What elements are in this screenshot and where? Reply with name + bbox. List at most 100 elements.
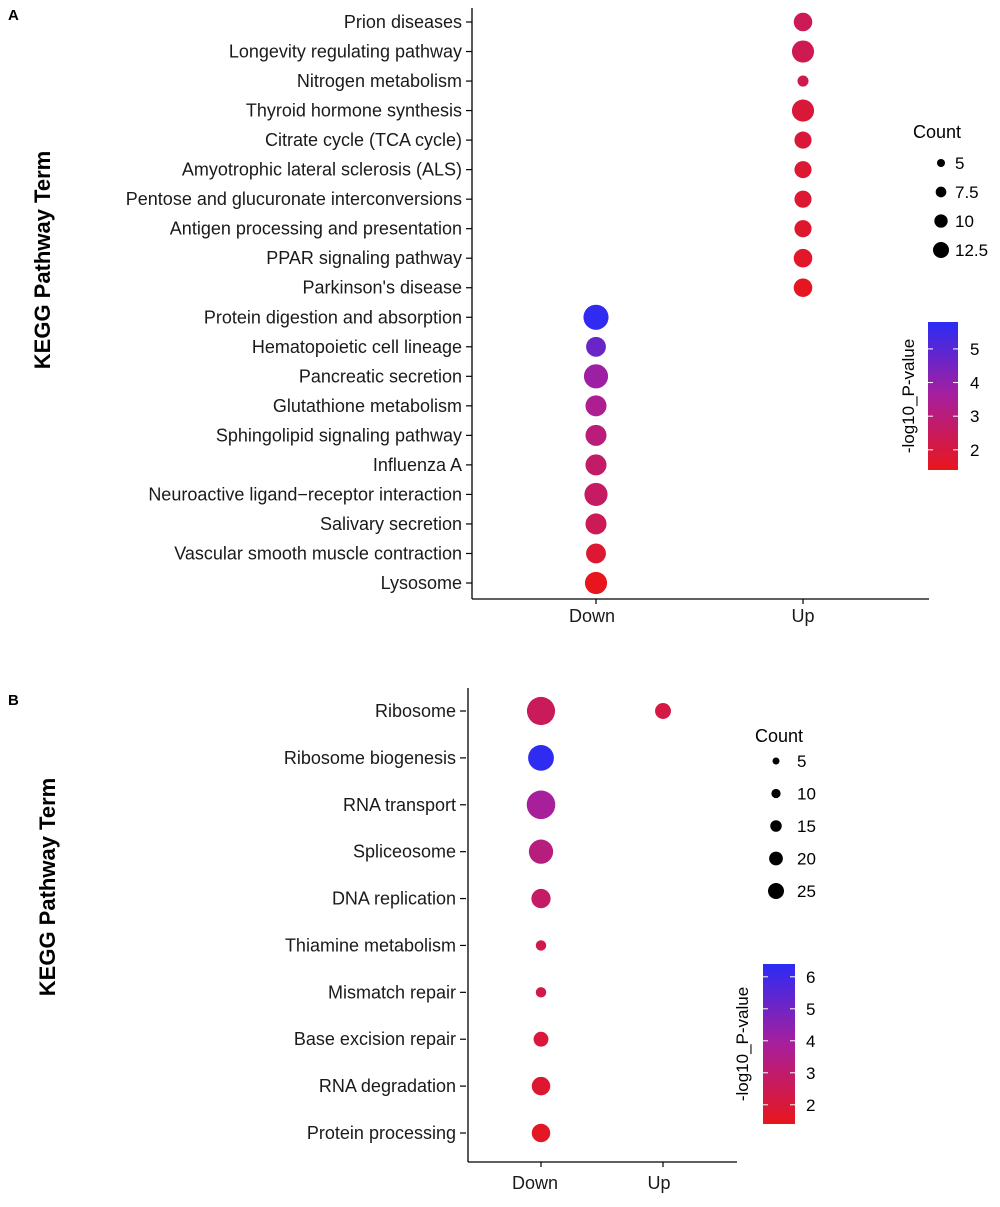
panel-b-size-legend-label: 15 (797, 817, 816, 836)
panel-b-size-legend-dot (771, 788, 781, 799)
panel-b-y-tick-ribosome: Ribosome (375, 701, 456, 721)
panel-b-point-mismatch-repair-down (535, 987, 547, 998)
panel-a-point-glutathione-metabolism-down (585, 395, 607, 417)
panel-a-y-tick-nitrogen-metabolism: Nitrogen metabolism (297, 71, 462, 91)
panel-a-y-tick-hematopoietic-cell-lineage: Hematopoietic cell lineage (252, 337, 462, 357)
panel-b-point-rna-degradation-down (531, 1076, 551, 1096)
panel-b-size-legend-title: Count (755, 726, 803, 746)
panel-b-y-tick-ribosome-biogenesis: Ribosome biogenesis (284, 748, 456, 768)
panel-a-y-tick-salivary-secretion: Salivary secretion (320, 514, 462, 534)
panel-a-y-tick-citrate-cycle-tca-cycle: Citrate cycle (TCA cycle) (265, 130, 462, 150)
panel-b-color-legend-label: 6 (806, 968, 815, 987)
panel-a-size-legend-dot (937, 159, 945, 167)
panel-a-color-legend-label: 4 (970, 374, 979, 393)
panel-a-size-legend-dot (935, 186, 947, 198)
panel-b-letter: B (8, 692, 19, 709)
panel-a-letter: A (8, 7, 19, 24)
panel-b-y-tick-labels: Ribosome Ribosome biogenesis RNA transport… (284, 701, 466, 1143)
panel-b-color-legend-label: 3 (806, 1064, 815, 1083)
panel-b-size-legend-dot (772, 757, 780, 765)
panel-a-y-tick-labels: Prion diseases Longevity regulating pathw… (126, 12, 472, 593)
panel-a-y-tick-parkinson-s-disease: Parkinson's disease (302, 278, 462, 298)
panel-a-y-tick-amyotrophic-lateral-sclerosis-als: Amyotrophic lateral sclerosis (ALS) (182, 160, 462, 180)
panel-a-point-thyroid-hormone-synthesis-up (791, 99, 815, 122)
panel-b-y-tick-spliceosome: Spliceosome (353, 842, 456, 862)
panel-a-size-legend-label: 7.5 (955, 183, 979, 202)
panel-a-y-tick-vascular-smooth-muscle-contraction: Vascular smooth muscle contraction (174, 543, 462, 563)
panel-a-color-legend-title: -log10_P-value (899, 339, 918, 453)
panel-a-color-legend: -log10_P-value 2 3 4 5 (899, 322, 979, 470)
panel-a-y-tick-lysosome: Lysosome (381, 573, 462, 593)
panel-b-size-legend-label: 20 (797, 850, 816, 869)
panel-b-colorbar (763, 964, 795, 1124)
panel-b-y-axis-title: KEGG Pathway Term (35, 778, 60, 996)
panel-a-color-legend-label: 3 (970, 407, 979, 426)
panel-b-point-ribosome-down (526, 696, 556, 726)
panel-a-color-legend-label: 5 (970, 340, 979, 359)
panel-b-y-tick-mismatch-repair: Mismatch repair (328, 982, 456, 1002)
panel-a-point-amyotrophic-lateral-sclerosis-als-up (794, 161, 812, 179)
panel-b-size-legend-dot (769, 851, 783, 866)
panel-b-color-legend-label: 2 (806, 1096, 815, 1115)
panel-a-y-tick-glutathione-metabolism: Glutathione metabolism (273, 396, 462, 416)
panel-a-y-tick-sphingolipid-signaling-pathway: Sphingolipid signaling pathway (216, 425, 462, 445)
panel-a-size-legend-label: 5 (955, 154, 964, 173)
panel-a-colorbar (928, 322, 958, 470)
panel-a-y-tick-antigen-processing-and-presentation: Antigen processing and presentation (170, 219, 462, 239)
panel-b-point-thiamine-metabolism-down (535, 940, 547, 951)
panel-a-point-influenza-a-down (585, 454, 607, 476)
panel-a-x-tick-labels: Down Up (569, 599, 815, 626)
panel-b-point-dna-replication-down (531, 888, 551, 909)
panel-b-size-legend-dot (770, 820, 782, 832)
panel-b-size-legend: Count 5 10 15 20 25 (755, 726, 816, 901)
panel-b-size-legend-label: 5 (797, 752, 806, 771)
panel-b: B KEGG Pathway Term Ribosome Ribosome bio… (8, 688, 816, 1193)
panel-a-y-tick-influenza-a: Influenza A (373, 455, 462, 475)
panel-a-y-tick-longevity-regulating-pathway: Longevity regulating pathway (229, 42, 462, 62)
panel-a-y-tick-ppar-signaling-pathway: PPAR signaling pathway (266, 248, 462, 268)
panel-a-size-legend-title: Count (913, 122, 961, 142)
panel-b-point-ribosome-biogenesis-down (528, 744, 554, 771)
panel-a-point-nitrogen-metabolism-up (797, 75, 809, 87)
panel-b-point-protein-processing-down (531, 1123, 551, 1143)
panel-a-size-legend-dot (934, 214, 948, 228)
panel-a-point-neuroactive-ligand-receptor-interaction-down (584, 482, 608, 507)
panel-a-y-tick-prion-diseases: Prion diseases (344, 12, 462, 32)
panel-a-point-prion-diseases-up (793, 12, 813, 32)
panel-b-point-base-excision-repair-down (533, 1031, 549, 1047)
panel-b-x-tick-up: Up (647, 1173, 670, 1193)
panel-a-y-tick-thyroid-hormone-synthesis: Thyroid hormone synthesis (246, 101, 462, 121)
panel-b-point-rna-transport-down (526, 790, 556, 820)
panel-a-point-protein-digestion-and-absorption-down (583, 304, 609, 330)
panel-b-y-tick-base-excision-repair: Base excision repair (294, 1029, 456, 1049)
panel-a-x-tick-down: Down (569, 606, 615, 626)
panel-a-point-lysosome-down (584, 571, 608, 595)
panel-b-y-tick-rna-degradation: RNA degradation (319, 1076, 456, 1096)
panel-a-size-legend-label: 12.5 (955, 241, 988, 260)
panel-a-point-vascular-smooth-muscle-contraction-down (586, 543, 606, 564)
panel-a-point-pancreatic-secretion-down (583, 364, 609, 389)
panel-b-point-spliceosome-down (528, 839, 554, 864)
panel-a-x-tick-up: Up (791, 606, 814, 626)
panel-a-y-tick-pentose-and-glucuronate-interconversions: Pentose and glucuronate interconversions (126, 189, 462, 209)
panel-a-points (583, 12, 815, 595)
panel-a-point-pentose-and-glucuronate-interconversions-up (794, 190, 812, 208)
panel-b-points (526, 696, 671, 1143)
panel-b-size-legend-label: 25 (797, 882, 816, 901)
panel-b-color-legend: -log10_P-value 2 3 4 5 6 (733, 964, 815, 1124)
panel-a-point-citrate-cycle-tca-cycle-up (794, 131, 812, 149)
panel-b-color-legend-title: -log10_P-value (733, 987, 752, 1101)
panel-a-y-tick-neuroactive-ligand-receptor-interaction: Neuroactive ligand−receptor interaction (148, 484, 462, 504)
panel-b-color-legend-label: 5 (806, 1000, 815, 1019)
panel-b-y-tick-dna-replication: DNA replication (332, 889, 456, 909)
panel-a-y-axis-title: KEGG Pathway Term (30, 151, 55, 369)
panel-b-size-legend-dot (768, 883, 784, 899)
panel-a-point-sphingolipid-signaling-pathway-down (585, 424, 607, 446)
panel-b-size-legend-label: 10 (797, 785, 816, 804)
panel-a-point-hematopoietic-cell-lineage-down (586, 336, 606, 357)
panel-a-point-antigen-processing-and-presentation-up (794, 220, 812, 238)
panel-b-y-tick-thiamine-metabolism: Thiamine metabolism (285, 935, 456, 955)
panel-b-y-tick-protein-processing: Protein processing (307, 1123, 456, 1143)
panel-b-y-tick-rna-transport: RNA transport (343, 795, 456, 815)
